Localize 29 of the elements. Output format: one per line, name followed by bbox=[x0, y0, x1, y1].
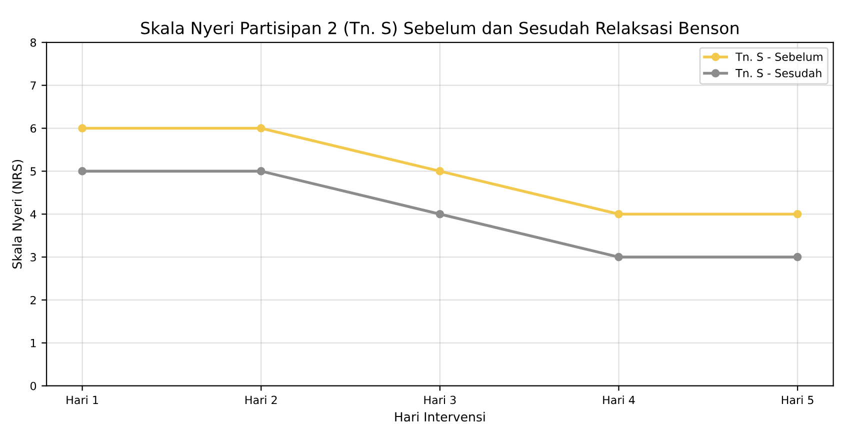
x-tick-label: Hari 3 bbox=[424, 396, 456, 404]
point bbox=[256, 124, 266, 132]
chart-title: Skala Nyeri Partisipan 2 (Tn. S) Sebelum dan Sesudah Relaksasi Benson bbox=[141, 21, 738, 38]
x-tick-label: Hari 5 bbox=[782, 396, 814, 404]
legend-label: Tn. S - Sesudah bbox=[736, 68, 822, 78]
y-tick-label: 8 bbox=[30, 38, 36, 47]
y-axis-title: Skala Nyeri (NRS) bbox=[12, 160, 24, 269]
y-tick-label: 7 bbox=[30, 81, 36, 90]
point bbox=[614, 252, 623, 262]
x-tick-label: Hari 4 bbox=[603, 396, 635, 404]
y-tick-label: 1 bbox=[30, 339, 36, 348]
x-axis-title: Hari Intervensi bbox=[395, 412, 485, 422]
y-tick-label: 0 bbox=[30, 382, 36, 390]
y-tick-label: 5 bbox=[30, 167, 36, 176]
y-tick-label: 4 bbox=[30, 210, 36, 218]
point bbox=[793, 252, 802, 262]
point bbox=[256, 167, 266, 176]
point bbox=[436, 167, 444, 176]
y-tick-label: 6 bbox=[30, 124, 36, 133]
x-tick-label: Hari 1 bbox=[66, 396, 98, 404]
legend-label: Tn. S - Sebelum bbox=[736, 52, 822, 61]
y-tick-label: 2 bbox=[30, 296, 36, 304]
point bbox=[78, 167, 86, 176]
point bbox=[793, 210, 802, 218]
point bbox=[614, 210, 623, 218]
x-tick-label: Hari 2 bbox=[245, 396, 277, 404]
point bbox=[436, 210, 444, 218]
point bbox=[78, 124, 86, 132]
y-tick-label: 3 bbox=[30, 253, 36, 262]
